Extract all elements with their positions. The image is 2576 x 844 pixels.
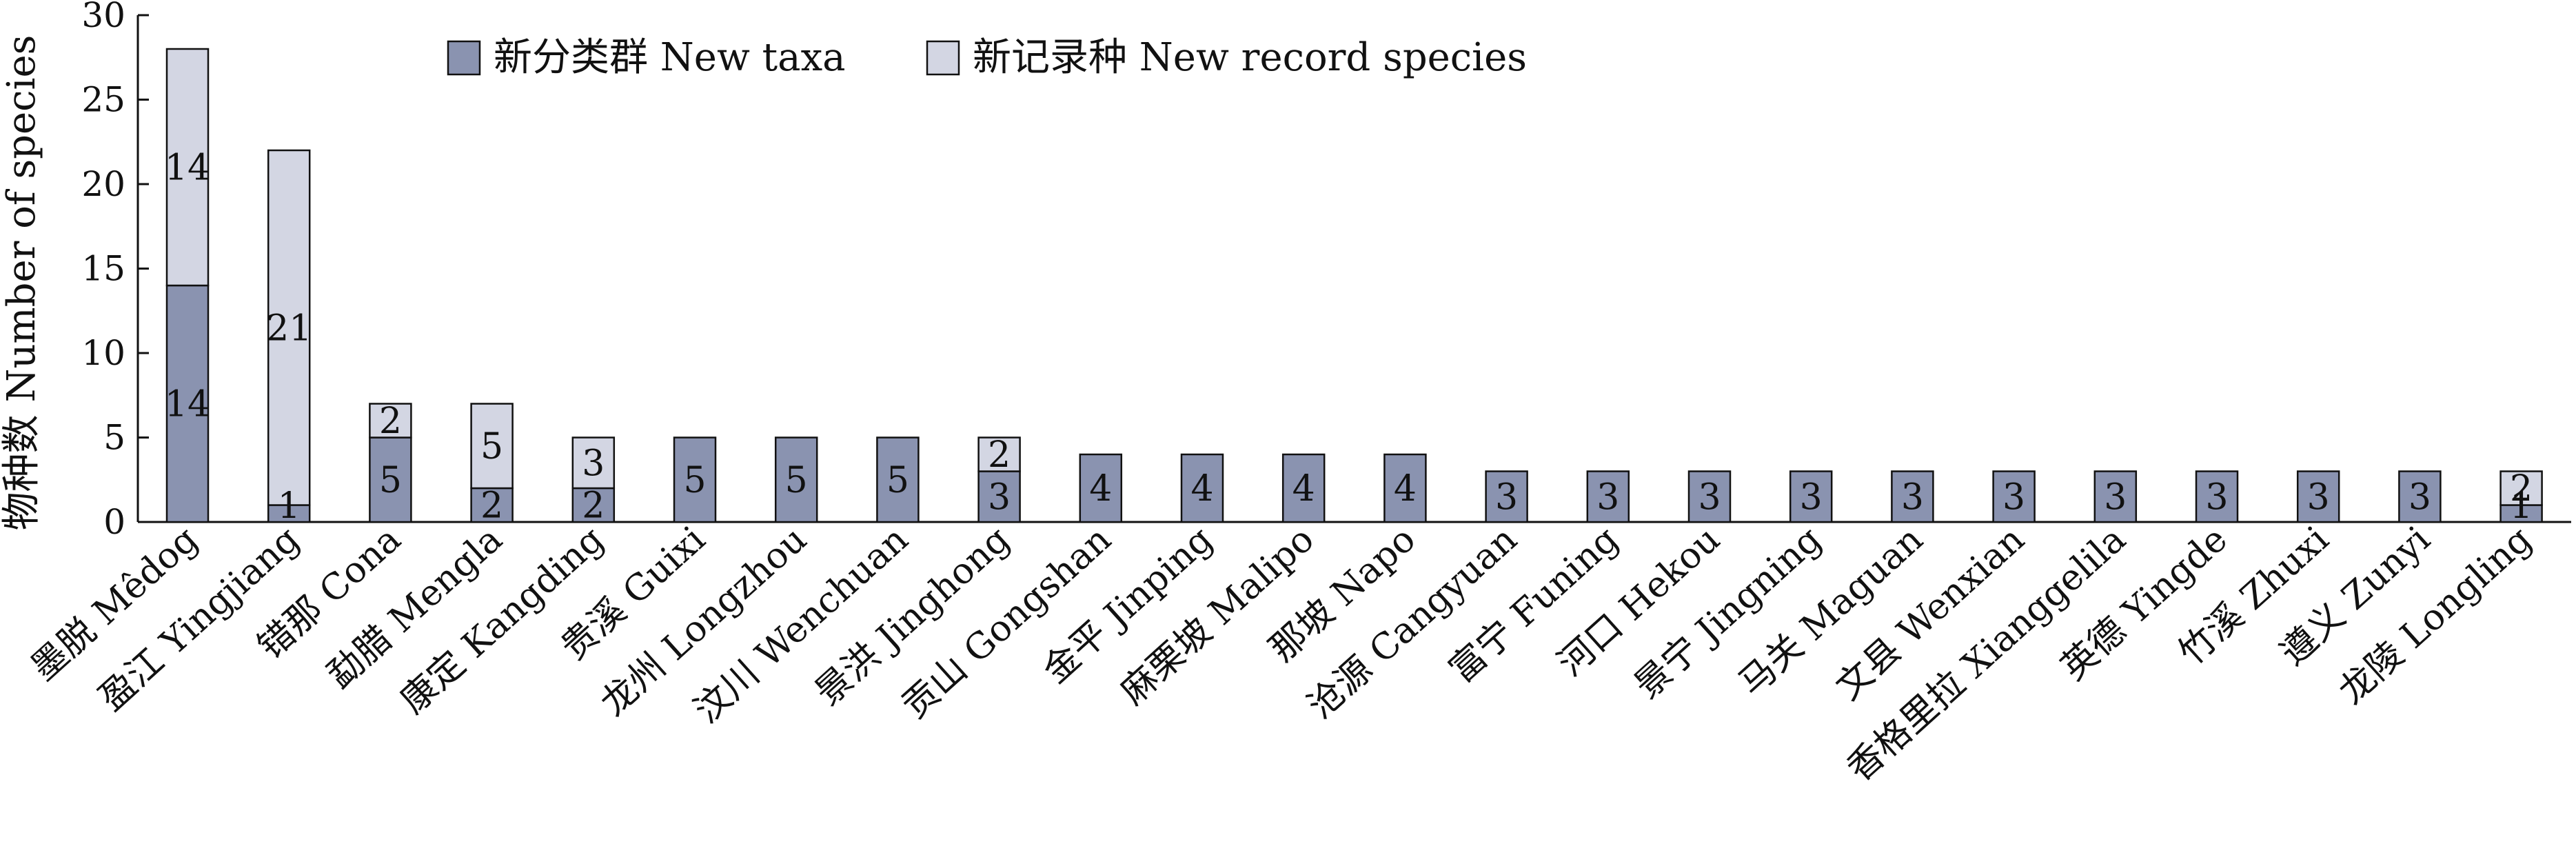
bar-new-taxa xyxy=(1079,453,1123,523)
bars xyxy=(165,48,2543,523)
y-axis-title: 物种数 Number of species xyxy=(0,35,44,531)
bar-new-taxa xyxy=(977,470,1021,523)
data-label-new-taxa: 5 xyxy=(379,460,402,501)
data-label-new-taxa: 2 xyxy=(480,485,503,527)
bar-new-record-species xyxy=(571,436,616,490)
data-label-new-taxa: 3 xyxy=(2002,476,2025,518)
data-label-new-taxa: 3 xyxy=(1901,476,1924,518)
bar-new-taxa xyxy=(1485,470,1528,523)
y-tick-label: 0 xyxy=(103,502,125,542)
bar-new-taxa xyxy=(1180,453,1224,523)
bar-new-record-species xyxy=(470,403,514,490)
y-tick-label: 30 xyxy=(81,0,125,35)
data-label-new-record-species: 2 xyxy=(2510,468,2533,510)
data-label-new-taxa: 1 xyxy=(278,485,301,527)
bar-new-taxa xyxy=(2195,470,2239,523)
bar-new-taxa xyxy=(1383,453,1427,523)
bar-new-taxa xyxy=(1789,470,1833,523)
bar-new-record-species xyxy=(267,149,311,506)
bar-new-taxa xyxy=(1891,470,1934,523)
data-label-new-record-species: 2 xyxy=(379,401,402,442)
data-label-new-taxa: 3 xyxy=(2104,476,2127,518)
legend: 新分类群 New taxa 新记录种 New record species xyxy=(447,35,1527,80)
bar-new-taxa xyxy=(1687,470,1732,523)
bar-new-record-species xyxy=(369,403,412,439)
data-label-new-taxa: 1 xyxy=(2510,485,2533,527)
legend-swatch-new-taxa xyxy=(447,40,481,76)
data-label-new-taxa: 3 xyxy=(2307,476,2330,518)
y-tick-label: 25 xyxy=(81,80,125,120)
data-label-new-taxa: 3 xyxy=(1698,476,1721,518)
data-label-new-taxa: 5 xyxy=(683,460,706,501)
legend-label-new-taxa: 新分类群 New taxa xyxy=(494,35,846,80)
data-label-new-taxa: 14 xyxy=(165,384,210,425)
bar-new-taxa xyxy=(1992,470,2036,523)
bar-new-taxa xyxy=(571,487,616,523)
data-label-new-taxa: 4 xyxy=(1292,468,1315,510)
data-label-new-record-species: 5 xyxy=(480,426,503,468)
legend-label-new-record-species: 新记录种 New record species xyxy=(973,35,1527,80)
data-label-new-taxa: 3 xyxy=(1495,476,1518,518)
category-label: 勐腊 Mengla xyxy=(319,519,510,696)
data-label-new-taxa: 5 xyxy=(785,460,808,501)
bar-new-taxa xyxy=(2093,470,2138,523)
data-label-new-record-species: 14 xyxy=(165,148,210,189)
bar-new-taxa xyxy=(1281,453,1326,523)
bar-new-taxa xyxy=(1586,470,1630,523)
bar-new-taxa xyxy=(876,436,920,523)
bar-new-record-species xyxy=(2499,470,2543,506)
y-tick-label: 20 xyxy=(81,164,125,204)
data-label-new-record-species: 21 xyxy=(266,308,312,349)
data-label-new-taxa: 3 xyxy=(988,476,1011,518)
data-label-new-taxa: 3 xyxy=(1596,476,1619,518)
data-label-new-taxa: 4 xyxy=(1190,468,1213,510)
data-label-new-taxa: 3 xyxy=(2205,476,2228,518)
bar-new-record-species xyxy=(977,436,1021,472)
y-tick-label: 10 xyxy=(81,333,125,373)
data-label-new-taxa: 3 xyxy=(1800,476,1823,518)
data-label-new-taxa: 3 xyxy=(2408,476,2431,518)
data-label-new-taxa: 4 xyxy=(1394,468,1417,510)
bar-new-record-species xyxy=(165,48,210,287)
data-label-new-taxa: 5 xyxy=(886,460,909,501)
data-label-new-taxa: 4 xyxy=(1089,468,1112,510)
bar-new-taxa xyxy=(2296,470,2340,523)
bar-new-taxa xyxy=(2398,470,2442,523)
data-label-new-taxa: 2 xyxy=(582,485,605,527)
data-label-new-record-species: 2 xyxy=(988,434,1011,476)
bar-new-taxa xyxy=(673,436,717,523)
legend-swatch-new-record-species xyxy=(926,40,960,76)
y-tick-label: 5 xyxy=(103,418,125,458)
data-label-new-record-species: 3 xyxy=(582,443,605,484)
y-tick-label: 15 xyxy=(81,249,125,289)
bar-new-taxa xyxy=(774,436,818,523)
